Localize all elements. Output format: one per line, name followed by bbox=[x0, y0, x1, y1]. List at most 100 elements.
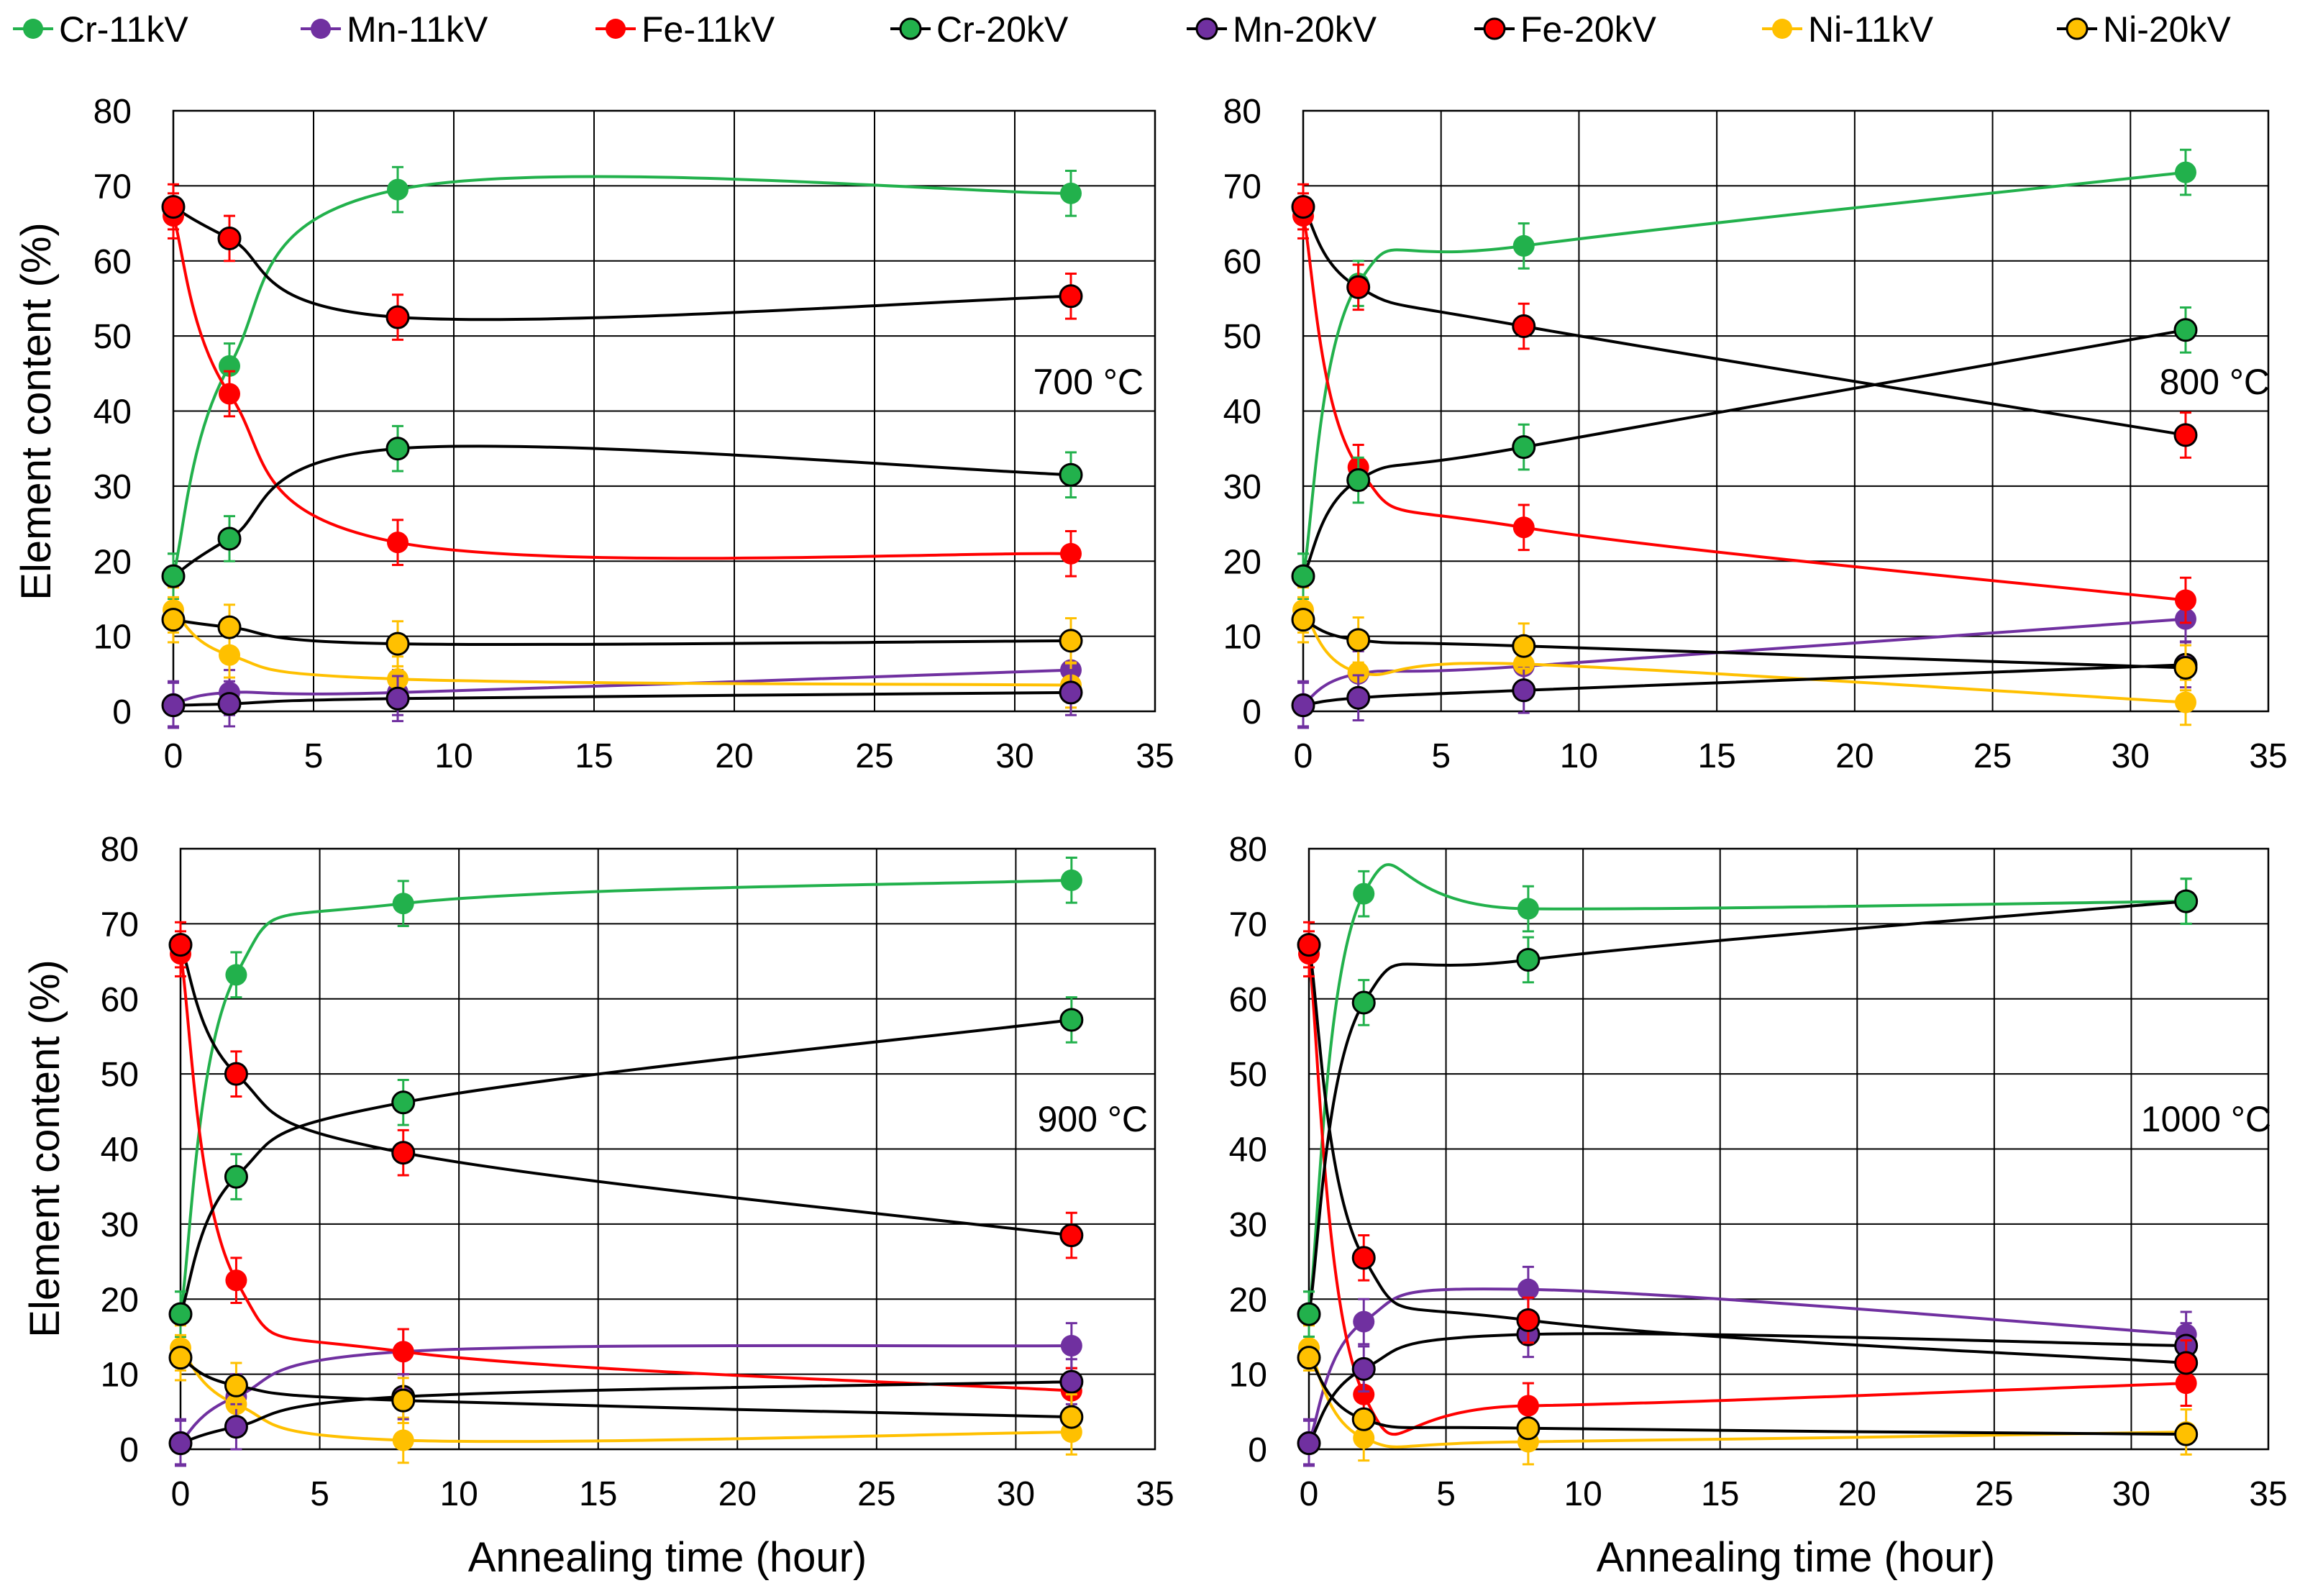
data-point-cr-20kv bbox=[385, 437, 410, 461]
data-point-ni-20kv bbox=[2174, 1422, 2199, 1446]
temperature-label: 800 °C bbox=[2160, 362, 2270, 402]
series-line-cr-11kv bbox=[179, 878, 1072, 1315]
plot-frame bbox=[179, 847, 1156, 1451]
y-tick-label: 10 bbox=[93, 619, 132, 657]
x-tick-labels: 0 5 10 15 20 25 30 35 bbox=[1300, 1475, 2288, 1513]
panel-800: 0 5 10 15 20 25 30 35 0 10 20 30 40 50 60 70 80 800 °C bbox=[1223, 93, 2288, 775]
data-point-mn-20kv bbox=[1351, 1356, 1376, 1381]
data-point-fe-11kv bbox=[225, 1269, 247, 1292]
series-line-cr-20kv bbox=[1307, 900, 2186, 1315]
series-cr-11kv bbox=[163, 165, 1082, 600]
data-point-cr-20kv bbox=[2173, 318, 2198, 342]
series-line-fe-11kv bbox=[1302, 215, 2186, 602]
data-point-ni-20kv bbox=[1346, 628, 1371, 652]
data-point-mn-11kv bbox=[1060, 1334, 1082, 1356]
series-ni-20kv bbox=[1297, 1346, 2199, 1446]
series-line-cr-11kv bbox=[1302, 170, 2186, 577]
series-cr-20kv bbox=[1297, 877, 2199, 1338]
y-tick-label: 0 bbox=[119, 1431, 139, 1469]
data-point-cr-11kv bbox=[2174, 161, 2196, 183]
data-point-cr-11kv bbox=[1353, 883, 1375, 905]
data-point-fe-20kv bbox=[1297, 933, 1321, 957]
x-tick-label: 5 bbox=[304, 737, 324, 775]
data-point-ni-20kv bbox=[1512, 634, 1536, 658]
x-tick-label: 20 bbox=[715, 737, 753, 775]
series-cr-20kv bbox=[1291, 306, 2198, 600]
data-point-cr-11kv bbox=[392, 893, 414, 915]
x-tick-label: 35 bbox=[2249, 1475, 2287, 1513]
x-tick-label: 35 bbox=[2249, 737, 2287, 775]
data-point-mn-20kv bbox=[168, 1431, 193, 1456]
series-ni-20kv bbox=[1291, 596, 2198, 692]
series-line-ni-20kv bbox=[1302, 618, 2186, 670]
series-mn-11kv bbox=[163, 646, 1082, 728]
series-line-fe-20kv bbox=[1307, 944, 2186, 1364]
data-point-fe-11kv bbox=[387, 532, 409, 554]
x-tick-label: 0 bbox=[164, 737, 183, 775]
data-point-fe-20kv bbox=[1291, 195, 1315, 219]
data-point-mn-20kv bbox=[1346, 685, 1371, 710]
data-point-fe-20kv bbox=[391, 1141, 416, 1165]
gridlines bbox=[173, 110, 1156, 712]
data-point-fe-11kv bbox=[1353, 1383, 1375, 1405]
x-tick-label: 35 bbox=[1136, 1475, 1174, 1513]
y-tick-label: 20 bbox=[101, 1281, 139, 1319]
x-tick-label: 25 bbox=[857, 1475, 895, 1513]
y-tick-labels: 0 10 20 30 40 50 60 70 80 bbox=[1229, 831, 1267, 1469]
legend-marker bbox=[311, 19, 331, 39]
legend-marker bbox=[1772, 19, 1792, 39]
y-tick-label: 40 bbox=[1223, 393, 1261, 432]
legend-marker bbox=[1483, 17, 1506, 40]
temperature-label: 900 °C bbox=[1038, 1099, 1148, 1139]
y-tick-label: 50 bbox=[1229, 1056, 1267, 1094]
data-point-cr-20kv bbox=[1291, 564, 1315, 588]
y-tick-label: 40 bbox=[93, 393, 132, 432]
series-line-cr-11kv bbox=[172, 175, 1072, 577]
y-tick-label: 40 bbox=[101, 1131, 139, 1169]
series-cr-11kv bbox=[170, 857, 1082, 1338]
y-tick-labels: 0 10 20 30 40 50 60 70 80 bbox=[1223, 93, 1261, 731]
data-point-ni-11kv bbox=[1347, 661, 1369, 683]
y-tick-label: 20 bbox=[93, 543, 132, 581]
legend-label: Fe-20kV bbox=[1520, 9, 1657, 50]
data-point-mn-20kv bbox=[1059, 680, 1083, 705]
legend-item-cr-11kv: Cr-11kV bbox=[13, 9, 188, 50]
y-tick-label: 80 bbox=[1223, 93, 1261, 131]
legend: Cr-11kV Mn-11kV Fe-11kV Cr-20kV Mn-20kV Fe-20… bbox=[13, 9, 2231, 50]
series-mn-20kv bbox=[161, 669, 1083, 729]
panel-900: 0 5 10 15 20 25 30 35 0 10 20 30 40 50 60 70 80 Element c… bbox=[22, 831, 1174, 1581]
x-tick-label: 10 bbox=[1564, 1475, 1602, 1513]
data-point-ni-20kv bbox=[1516, 1416, 1541, 1441]
legend-label: Ni-11kV bbox=[1808, 9, 1934, 50]
series-fe-20kv bbox=[1297, 921, 2199, 1387]
data-point-fe-20kv bbox=[2173, 423, 2198, 447]
data-point-ni-20kv bbox=[391, 1388, 416, 1413]
series-line-ni-11kv bbox=[1302, 608, 2186, 704]
x-tick-labels: 0 5 10 15 20 25 30 35 bbox=[171, 1475, 1174, 1513]
x-tick-labels: 0 5 10 15 20 25 30 35 bbox=[164, 737, 1174, 775]
series-ni-11kv bbox=[1292, 586, 2196, 726]
y-tick-label: 30 bbox=[101, 1206, 139, 1244]
data-point-fe-20kv bbox=[1059, 284, 1083, 309]
data-point-ni-20kv bbox=[224, 1373, 248, 1397]
series-ni-11kv bbox=[163, 586, 1082, 709]
y-axis-title: Element content (%) bbox=[13, 222, 60, 600]
y-tick-label: 60 bbox=[93, 243, 132, 281]
series-line-fe-11kv bbox=[1307, 953, 2186, 1436]
x-tick-label: 25 bbox=[855, 737, 893, 775]
series-fe-20kv bbox=[1291, 183, 2198, 459]
y-tick-label: 50 bbox=[101, 1056, 139, 1094]
y-tick-label: 50 bbox=[93, 318, 132, 356]
data-point-fe-11kv bbox=[1060, 542, 1082, 565]
legend-marker bbox=[1195, 17, 1218, 40]
series-fe-11kv bbox=[163, 192, 1082, 578]
temperature-label: 1000 °C bbox=[2141, 1099, 2271, 1139]
series-markers bbox=[1291, 148, 2198, 729]
y-tick-label: 30 bbox=[93, 468, 132, 506]
x-tick-label: 10 bbox=[1560, 737, 1598, 775]
series-markers bbox=[161, 165, 1083, 729]
series-fe-20kv bbox=[168, 921, 1084, 1259]
x-axis-title: Annealing time (hour) bbox=[1597, 1534, 1996, 1581]
x-tick-label: 30 bbox=[997, 1475, 1035, 1513]
series-markers bbox=[168, 857, 1084, 1467]
